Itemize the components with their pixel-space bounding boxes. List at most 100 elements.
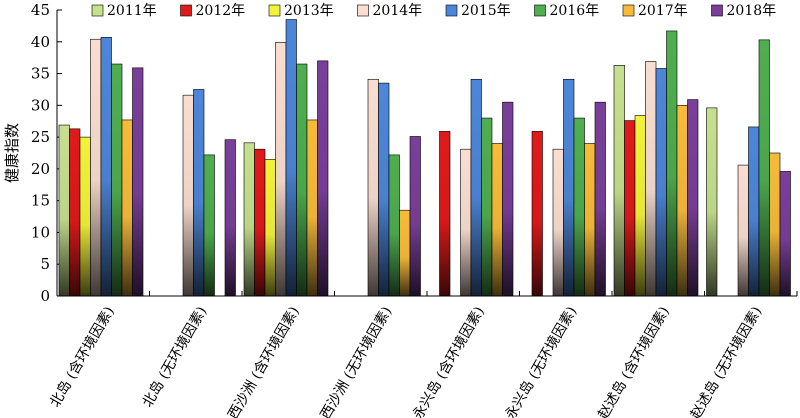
y-axis: 0 5 10 15 20 25 30 35 40 45 [31, 1, 62, 305]
bar-2015年-3 [378, 82, 390, 297]
legend-label: 2012年 [196, 3, 246, 19]
bar-2016年-1 [203, 154, 215, 297]
bar-2018年-1 [224, 139, 236, 297]
bar-shade [635, 115, 646, 296]
bar-shade [111, 64, 122, 297]
y-tick-label: 45 [31, 1, 50, 19]
bar-2013年-6 [634, 115, 646, 297]
legend-item: 2016年 [534, 3, 600, 19]
bar-shade [656, 68, 667, 297]
bar-2011年-6 [613, 64, 625, 297]
bar-2016年-6 [666, 30, 678, 297]
legend-label: 2018年 [727, 3, 777, 19]
bar-shade [553, 149, 564, 296]
bar-2017年-7 [769, 152, 781, 297]
bar-shade [780, 171, 791, 296]
y-tick-label: 5 [40, 255, 50, 273]
bar-2015年-1 [193, 89, 205, 297]
y-tick-label: 30 [31, 96, 50, 114]
bar-shade [317, 60, 328, 296]
category-label: 赵述岛 (无环境因素) [688, 304, 766, 418]
bar-2014年-7 [737, 164, 749, 297]
bar-shade [244, 142, 255, 296]
y-tick-label: 15 [31, 192, 50, 210]
legend: 2011年 2012年 2013年 2014年 2015年 2016年 2017年 2018年 [91, 3, 777, 19]
legend-item: 2012年 [180, 3, 246, 19]
bar-shade [368, 79, 379, 296]
y-tick-label: 0 [40, 287, 50, 305]
bar-2018年-4 [502, 101, 514, 297]
bar-shade [481, 118, 492, 297]
bar-shade [275, 42, 286, 297]
bar-2015年-0 [100, 37, 112, 297]
bar-shade [389, 154, 400, 296]
legend-item: 2017年 [622, 3, 688, 19]
bar-2016年-3 [388, 154, 400, 297]
bar-2011年-7 [706, 107, 718, 297]
bar-shade [532, 131, 543, 296]
bar-2011年-0 [58, 124, 70, 297]
legend-label: 2013年 [284, 3, 334, 19]
category-label: 西沙洲 (无环境因素) [318, 304, 396, 418]
legend-item: 2011年 [91, 3, 157, 19]
bar-2016年-4 [481, 117, 493, 297]
legend-swatch [534, 4, 546, 17]
bar-2017年-0 [121, 119, 133, 297]
category-label: 永兴岛 (含环境因素) [410, 304, 488, 418]
legend-item: 2015年 [445, 3, 511, 19]
bar-shade [759, 39, 770, 296]
bar-2016年-2 [296, 63, 308, 297]
bar-shade [645, 61, 656, 297]
bar-shade [265, 159, 276, 296]
bar-2018年-0 [132, 67, 144, 297]
y-tick-label: 25 [31, 128, 50, 146]
bar-2017年-5 [584, 143, 596, 297]
bar-2016年-7 [758, 39, 770, 297]
bar-shade [471, 79, 482, 296]
y-axis-title: 健康指数 [3, 123, 21, 183]
bar-shade [748, 126, 759, 296]
bar-shade [492, 143, 503, 296]
legend-label: 2016年 [550, 3, 600, 19]
bar-shade [769, 153, 780, 296]
bar-shade [399, 210, 410, 296]
bar-2012年-4 [439, 131, 451, 297]
legend-swatch [180, 4, 192, 17]
bar-shade [666, 30, 677, 297]
bar-2012年-6 [624, 120, 636, 297]
bar-shade [101, 37, 112, 296]
bar-shade [286, 19, 297, 297]
bar-shade [584, 143, 595, 296]
legend-swatch [711, 4, 723, 17]
legend-swatch [357, 4, 369, 17]
bar-shade [624, 120, 635, 296]
bar-shade [193, 89, 204, 296]
category-label: 永兴岛 (无环境因素) [503, 304, 581, 418]
bar-2018年-7 [779, 171, 791, 297]
bar-shade [204, 154, 215, 296]
bar-2011年-2 [243, 142, 255, 297]
bar-2014年-4 [460, 148, 472, 297]
bar-shade [59, 125, 70, 296]
category-label: 西沙洲 (含环境因素) [225, 304, 303, 418]
bar-shade [80, 137, 91, 296]
bar-2012年-5 [531, 131, 543, 297]
legend-item: 2018年 [711, 3, 777, 19]
legend-item: 2014年 [357, 3, 422, 19]
bar-2018年-2 [317, 60, 329, 297]
bar-shade [574, 118, 585, 297]
bar-2015年-2 [285, 19, 297, 297]
bar-2013年-2 [264, 159, 276, 297]
bar-2015年-5 [563, 78, 575, 297]
bar-2012年-2 [254, 148, 266, 297]
bar-shade [122, 119, 133, 296]
bar-shade [90, 39, 101, 296]
legend-swatch [91, 4, 104, 17]
bar-shade [254, 149, 265, 296]
bar-shade [614, 65, 625, 296]
bar-shade [69, 128, 80, 296]
legend-label: 2017年 [638, 3, 688, 19]
category-label: 北岛 (无环境因素) [140, 304, 211, 410]
bar-2017年-2 [306, 119, 318, 297]
